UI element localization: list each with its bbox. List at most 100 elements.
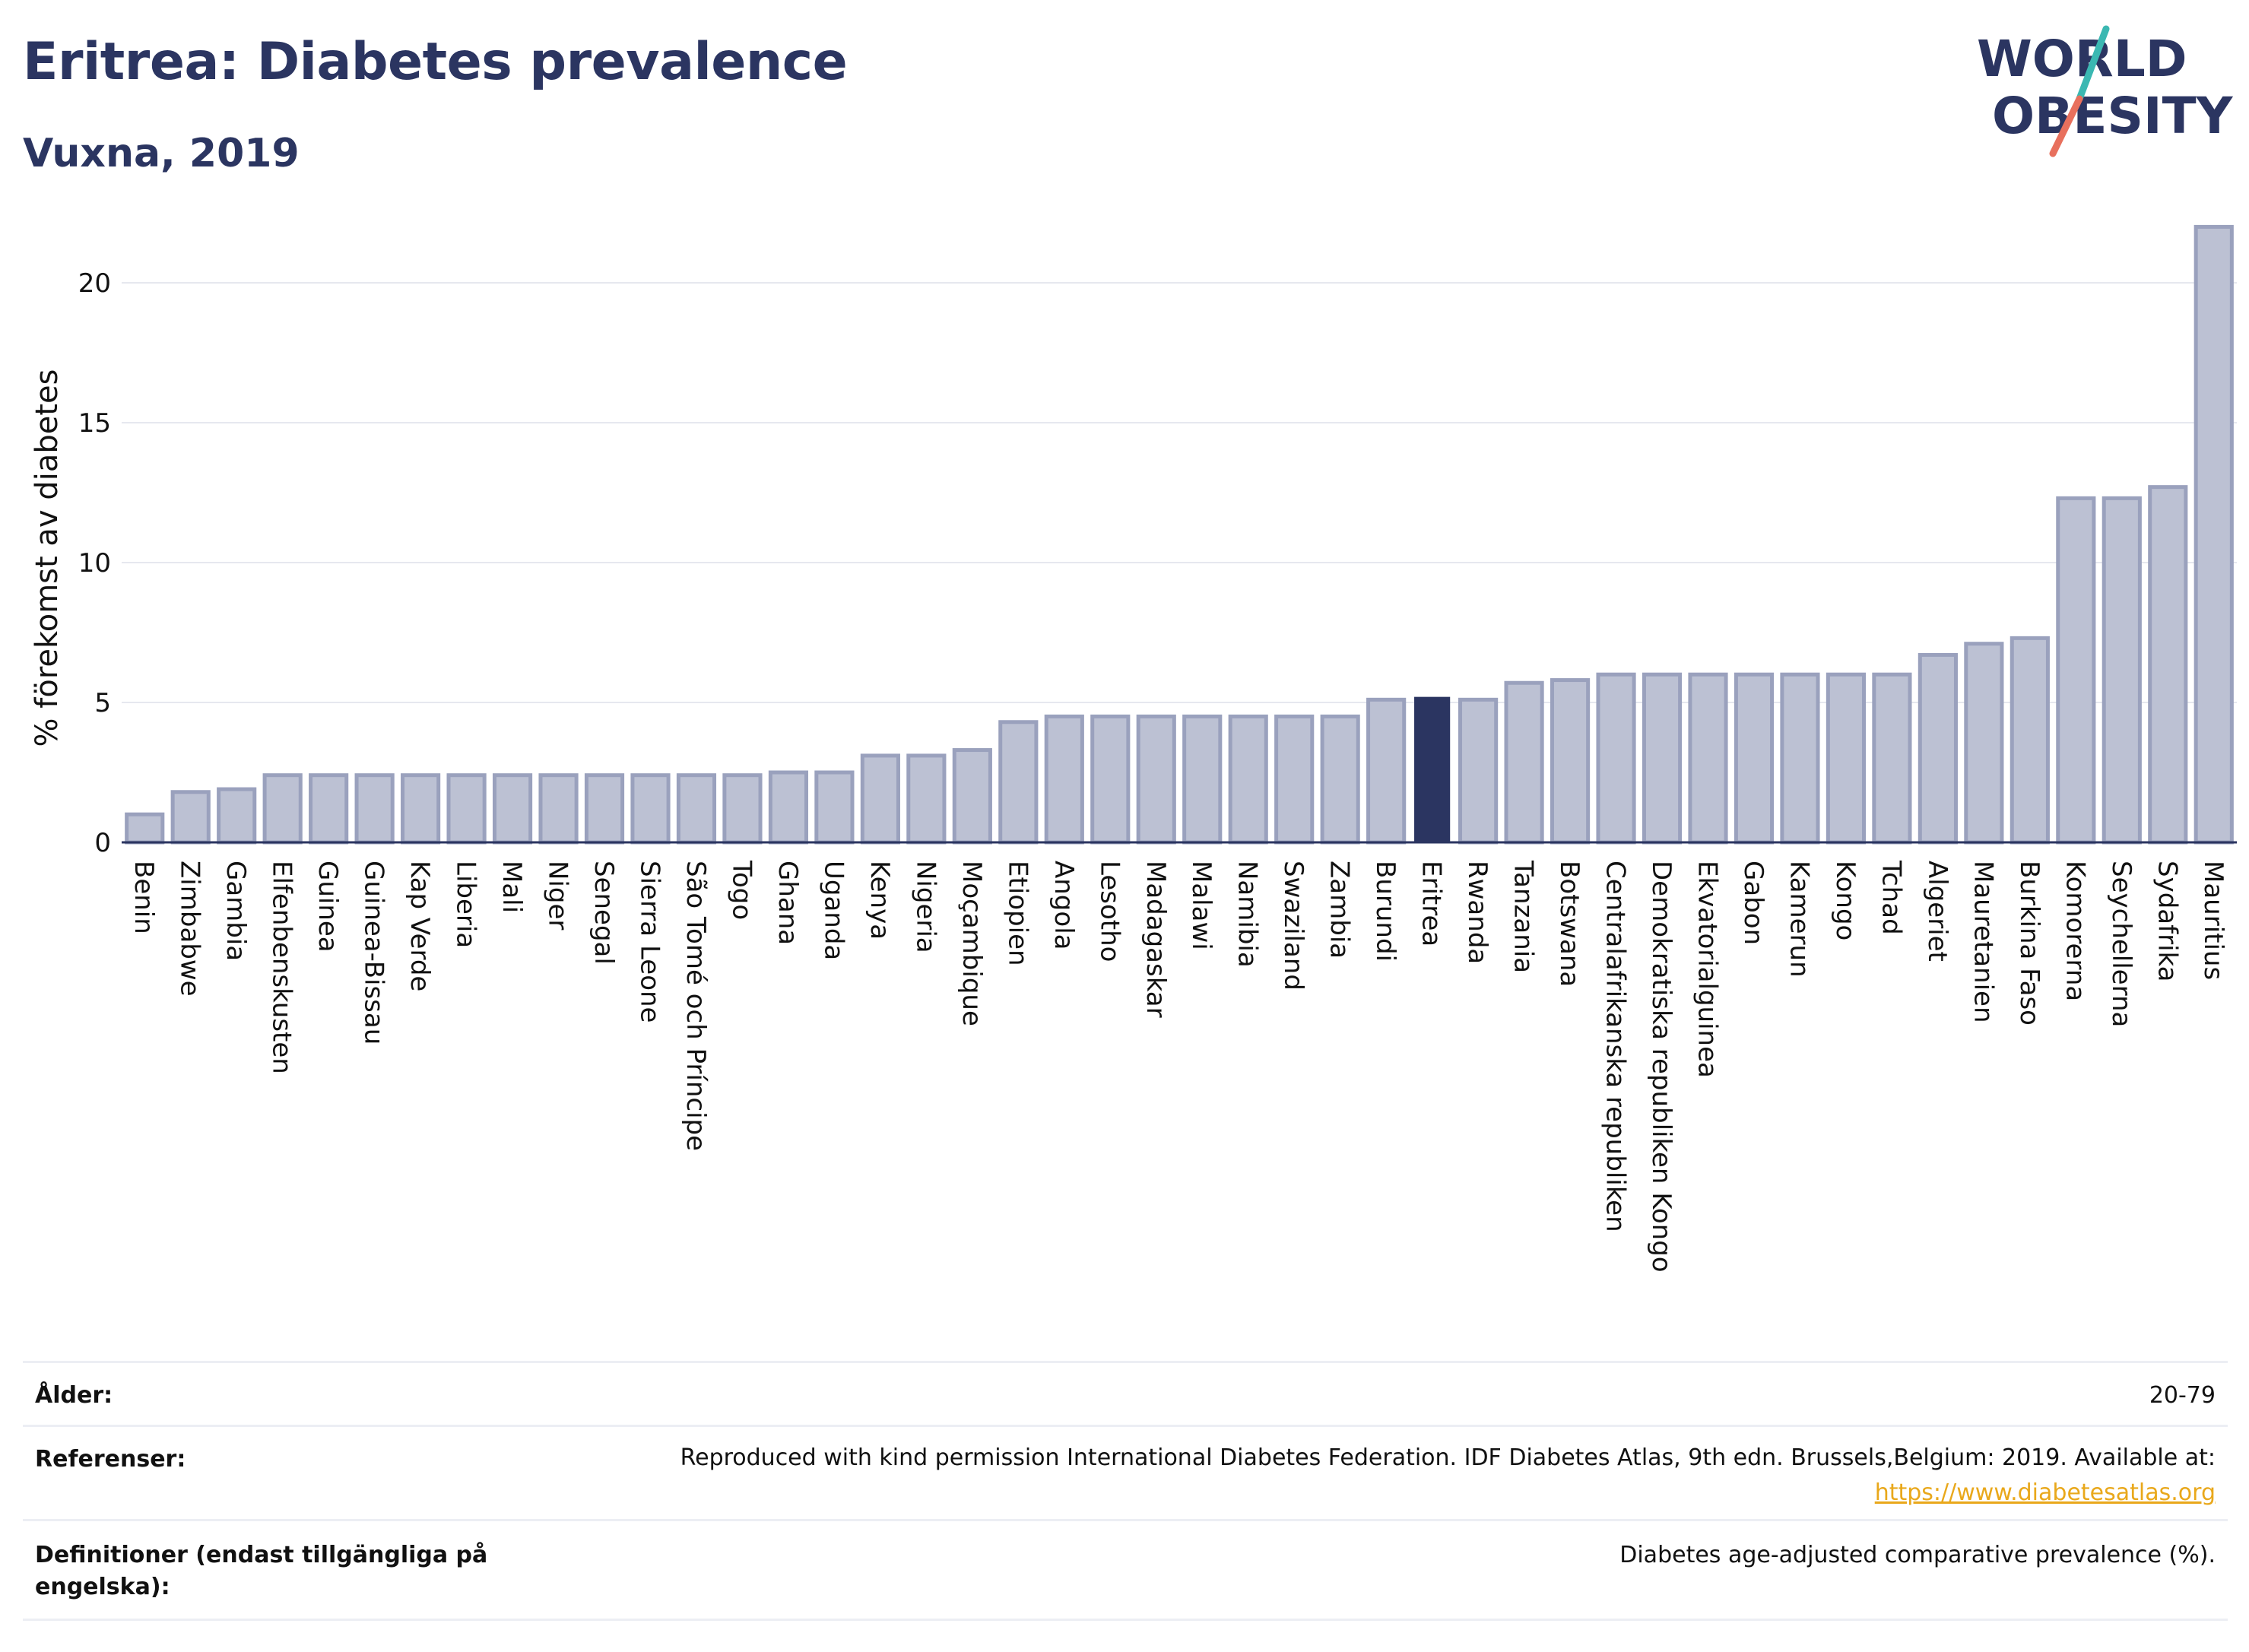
x-tick-label: Malawi <box>1186 861 1216 950</box>
x-tick-label: Swaziland <box>1278 861 1308 991</box>
bar-namibia[interactable] <box>1228 714 1268 845</box>
y-tick-label: 0 <box>94 828 111 858</box>
references-label: Referenser: <box>35 1446 186 1473</box>
bar-gambia[interactable] <box>217 787 257 845</box>
bar-zimbabwe[interactable] <box>170 790 211 845</box>
x-tick-label: Kenya <box>864 861 895 940</box>
x-tick-label: Ekvatorialguinea <box>1692 861 1723 1078</box>
x-tick-label: Etiopien <box>1002 861 1033 966</box>
y-tick-label: 15 <box>78 408 111 439</box>
x-tick-label: Senegal <box>588 861 619 965</box>
bars <box>125 224 2234 845</box>
x-tick-label: Zimbabwe <box>175 861 205 997</box>
chart-title: Eritrea: Diabetes prevalence <box>23 32 848 92</box>
x-tick-label: Burundi <box>1370 861 1400 962</box>
chart-subtitle: Vuxna, 2019 <box>23 131 300 176</box>
bar-senegal[interactable] <box>584 773 625 845</box>
x-tick-label: Seychellerna <box>2106 861 2136 1027</box>
bar-centralafrikanska-republiken[interactable] <box>1596 672 1636 845</box>
definitions-label: Definitioner (endast tillgängliga på eng… <box>35 1539 487 1603</box>
bar-botswana[interactable] <box>1550 678 1591 845</box>
x-tick-label: Madagaskar <box>1140 861 1171 1018</box>
x-tick-label: Ghana <box>772 861 803 945</box>
x-tick-label: Guinea-Bissau <box>359 861 389 1045</box>
bar-guinea-bissau[interactable] <box>354 773 395 845</box>
definitions-value: Diabetes age-adjusted comparative preval… <box>1619 1542 2216 1568</box>
bar-kongo[interactable] <box>1826 672 1867 845</box>
x-tick-label: Togo <box>726 860 757 920</box>
bar-kamerun[interactable] <box>1780 672 1820 845</box>
bar-tanzania[interactable] <box>1504 680 1544 845</box>
logo-text-obesity: OBESITY <box>1992 87 2234 145</box>
y-tick-labels: 0 5 10 15 20 <box>78 268 111 858</box>
bar-demokratiska-republiken-kongo[interactable] <box>1642 672 1683 845</box>
bar-burundi[interactable] <box>1366 697 1407 845</box>
x-tick-label: Zambia <box>1324 861 1355 959</box>
bar-sydafrika[interactable] <box>2148 485 2188 845</box>
bar-s-o-tom-och-pr-ncipe[interactable] <box>676 773 717 845</box>
bar-mauretanien[interactable] <box>1964 642 2004 845</box>
x-tick-label: Botswana <box>1554 861 1584 987</box>
x-tick-label: Nigeria <box>910 861 941 953</box>
x-tick-label: Liberia <box>451 861 481 948</box>
definitions-label-line2: engelska): <box>35 1574 170 1600</box>
bar-eritrea[interactable] <box>1414 696 1451 842</box>
x-tick-label: Sierra Leone <box>635 861 665 1023</box>
logo-slash-coral <box>2049 95 2083 157</box>
x-tick-label: Kamerun <box>1784 861 1814 978</box>
bar-seychellerna[interactable] <box>2101 496 2142 845</box>
bar-malawi[interactable] <box>1182 714 1223 845</box>
bar-chart: 0 5 10 15 20 Benin Zimbabwe Gambia Elfenbenskus… <box>30 224 2237 1273</box>
y-tick-label: 5 <box>94 688 111 718</box>
y-tick-label: 20 <box>78 268 111 299</box>
bar-komorerna[interactable] <box>2056 496 2096 845</box>
bar-kap-verde[interactable] <box>401 773 441 845</box>
bar-togo[interactable] <box>722 773 763 845</box>
bar-mali[interactable] <box>492 773 533 845</box>
bar-zambia[interactable] <box>1320 714 1360 845</box>
x-tick-label: Sydafrika <box>2152 861 2182 981</box>
definitions-label-line1: Definitioner (endast tillgängliga på <box>35 1542 488 1568</box>
bar-ekvatorialguinea[interactable] <box>1688 672 1728 845</box>
x-tick-label: São Tomé och Príncipe <box>680 861 711 1151</box>
bar-ghana[interactable] <box>768 770 809 845</box>
bar-elfenbenskusten[interactable] <box>262 773 303 845</box>
bar-algeriet[interactable] <box>1918 652 1958 845</box>
y-tick-label: 10 <box>78 548 111 579</box>
x-tick-labels: Benin Zimbabwe Gambia Elfenbenskusten Guinea… <box>128 860 2228 1273</box>
bar-uganda[interactable] <box>814 770 855 845</box>
x-tick-label: Gabon <box>1738 861 1768 945</box>
x-tick-label: Gambia <box>220 861 251 961</box>
bar-kenya[interactable] <box>860 753 900 845</box>
bar-gabon[interactable] <box>1734 672 1775 845</box>
bar-liberia[interactable] <box>446 773 487 845</box>
x-tick-label: Angola <box>1048 861 1079 950</box>
bar-mo-ambique[interactable] <box>952 748 992 845</box>
age-label: Ålder: <box>35 1382 113 1409</box>
bar-guinea[interactable] <box>309 773 349 845</box>
bar-swaziland[interactable] <box>1274 714 1315 845</box>
bar-madagaskar[interactable] <box>1136 714 1176 845</box>
x-tick-label: Uganda <box>818 861 849 960</box>
x-tick-label: Demokratiska republiken Kongo <box>1646 861 1676 1273</box>
bar-sierra-leone[interactable] <box>630 773 671 845</box>
bar-tchad[interactable] <box>1872 672 1912 845</box>
y-axis-title: % förekomst av diabetes <box>30 369 65 747</box>
bar-lesotho[interactable] <box>1090 714 1131 845</box>
bar-rwanda[interactable] <box>1458 697 1499 845</box>
bar-etiopien[interactable] <box>998 720 1039 845</box>
x-tick-label: Algeriet <box>1922 861 1952 962</box>
x-tick-label: Niger <box>543 861 573 930</box>
bar-mauritius[interactable] <box>2193 224 2234 845</box>
references-link[interactable]: https://www.diabetesatlas.org <box>1874 1479 2216 1506</box>
references-value: Reproduced with kind permission Internat… <box>680 1441 2216 1511</box>
footer-age-row: Ålder: 20-79 <box>23 1361 2228 1427</box>
bar-benin[interactable] <box>125 812 165 845</box>
bar-nigeria[interactable] <box>906 753 947 845</box>
bar-angola[interactable] <box>1044 714 1084 845</box>
bar-burkina-faso[interactable] <box>2010 636 2050 845</box>
x-tick-label: Rwanda <box>1462 861 1492 964</box>
x-tick-label: Namibia <box>1232 861 1263 968</box>
bar-niger[interactable] <box>538 773 579 845</box>
x-tick-label: Komorerna <box>2060 861 2090 1001</box>
